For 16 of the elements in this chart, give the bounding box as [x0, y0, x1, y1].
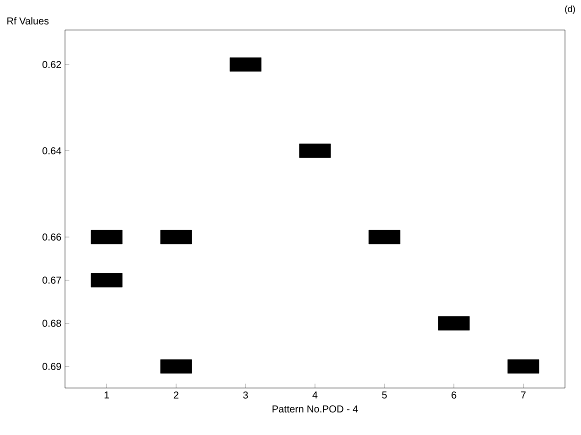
y-tick-label: 0.66: [42, 234, 62, 241]
x-tick-label: 3: [243, 392, 248, 399]
y-tick-label: 0.62: [42, 60, 61, 68]
y-tick-label: 0.69: [42, 362, 62, 370]
x-tick-label: 4: [312, 392, 318, 398]
x-tick-label: 5: [382, 392, 387, 398]
x-tick-label: 2: [174, 392, 178, 398]
y-axis-title: Rf Values: [7, 17, 49, 24]
y-tick-label: 0.68: [42, 320, 62, 327]
x-tick-label: 6: [452, 392, 456, 399]
x-tick-label: 7: [521, 392, 526, 398]
x-tick-label: 1: [104, 392, 109, 398]
x-axis-title: Pattern No.POD - 4: [272, 405, 358, 412]
text: (d): [565, 6, 575, 14]
y-tick-label: 0.67: [42, 276, 61, 284]
y-tick-label: 0.64: [42, 147, 62, 154]
